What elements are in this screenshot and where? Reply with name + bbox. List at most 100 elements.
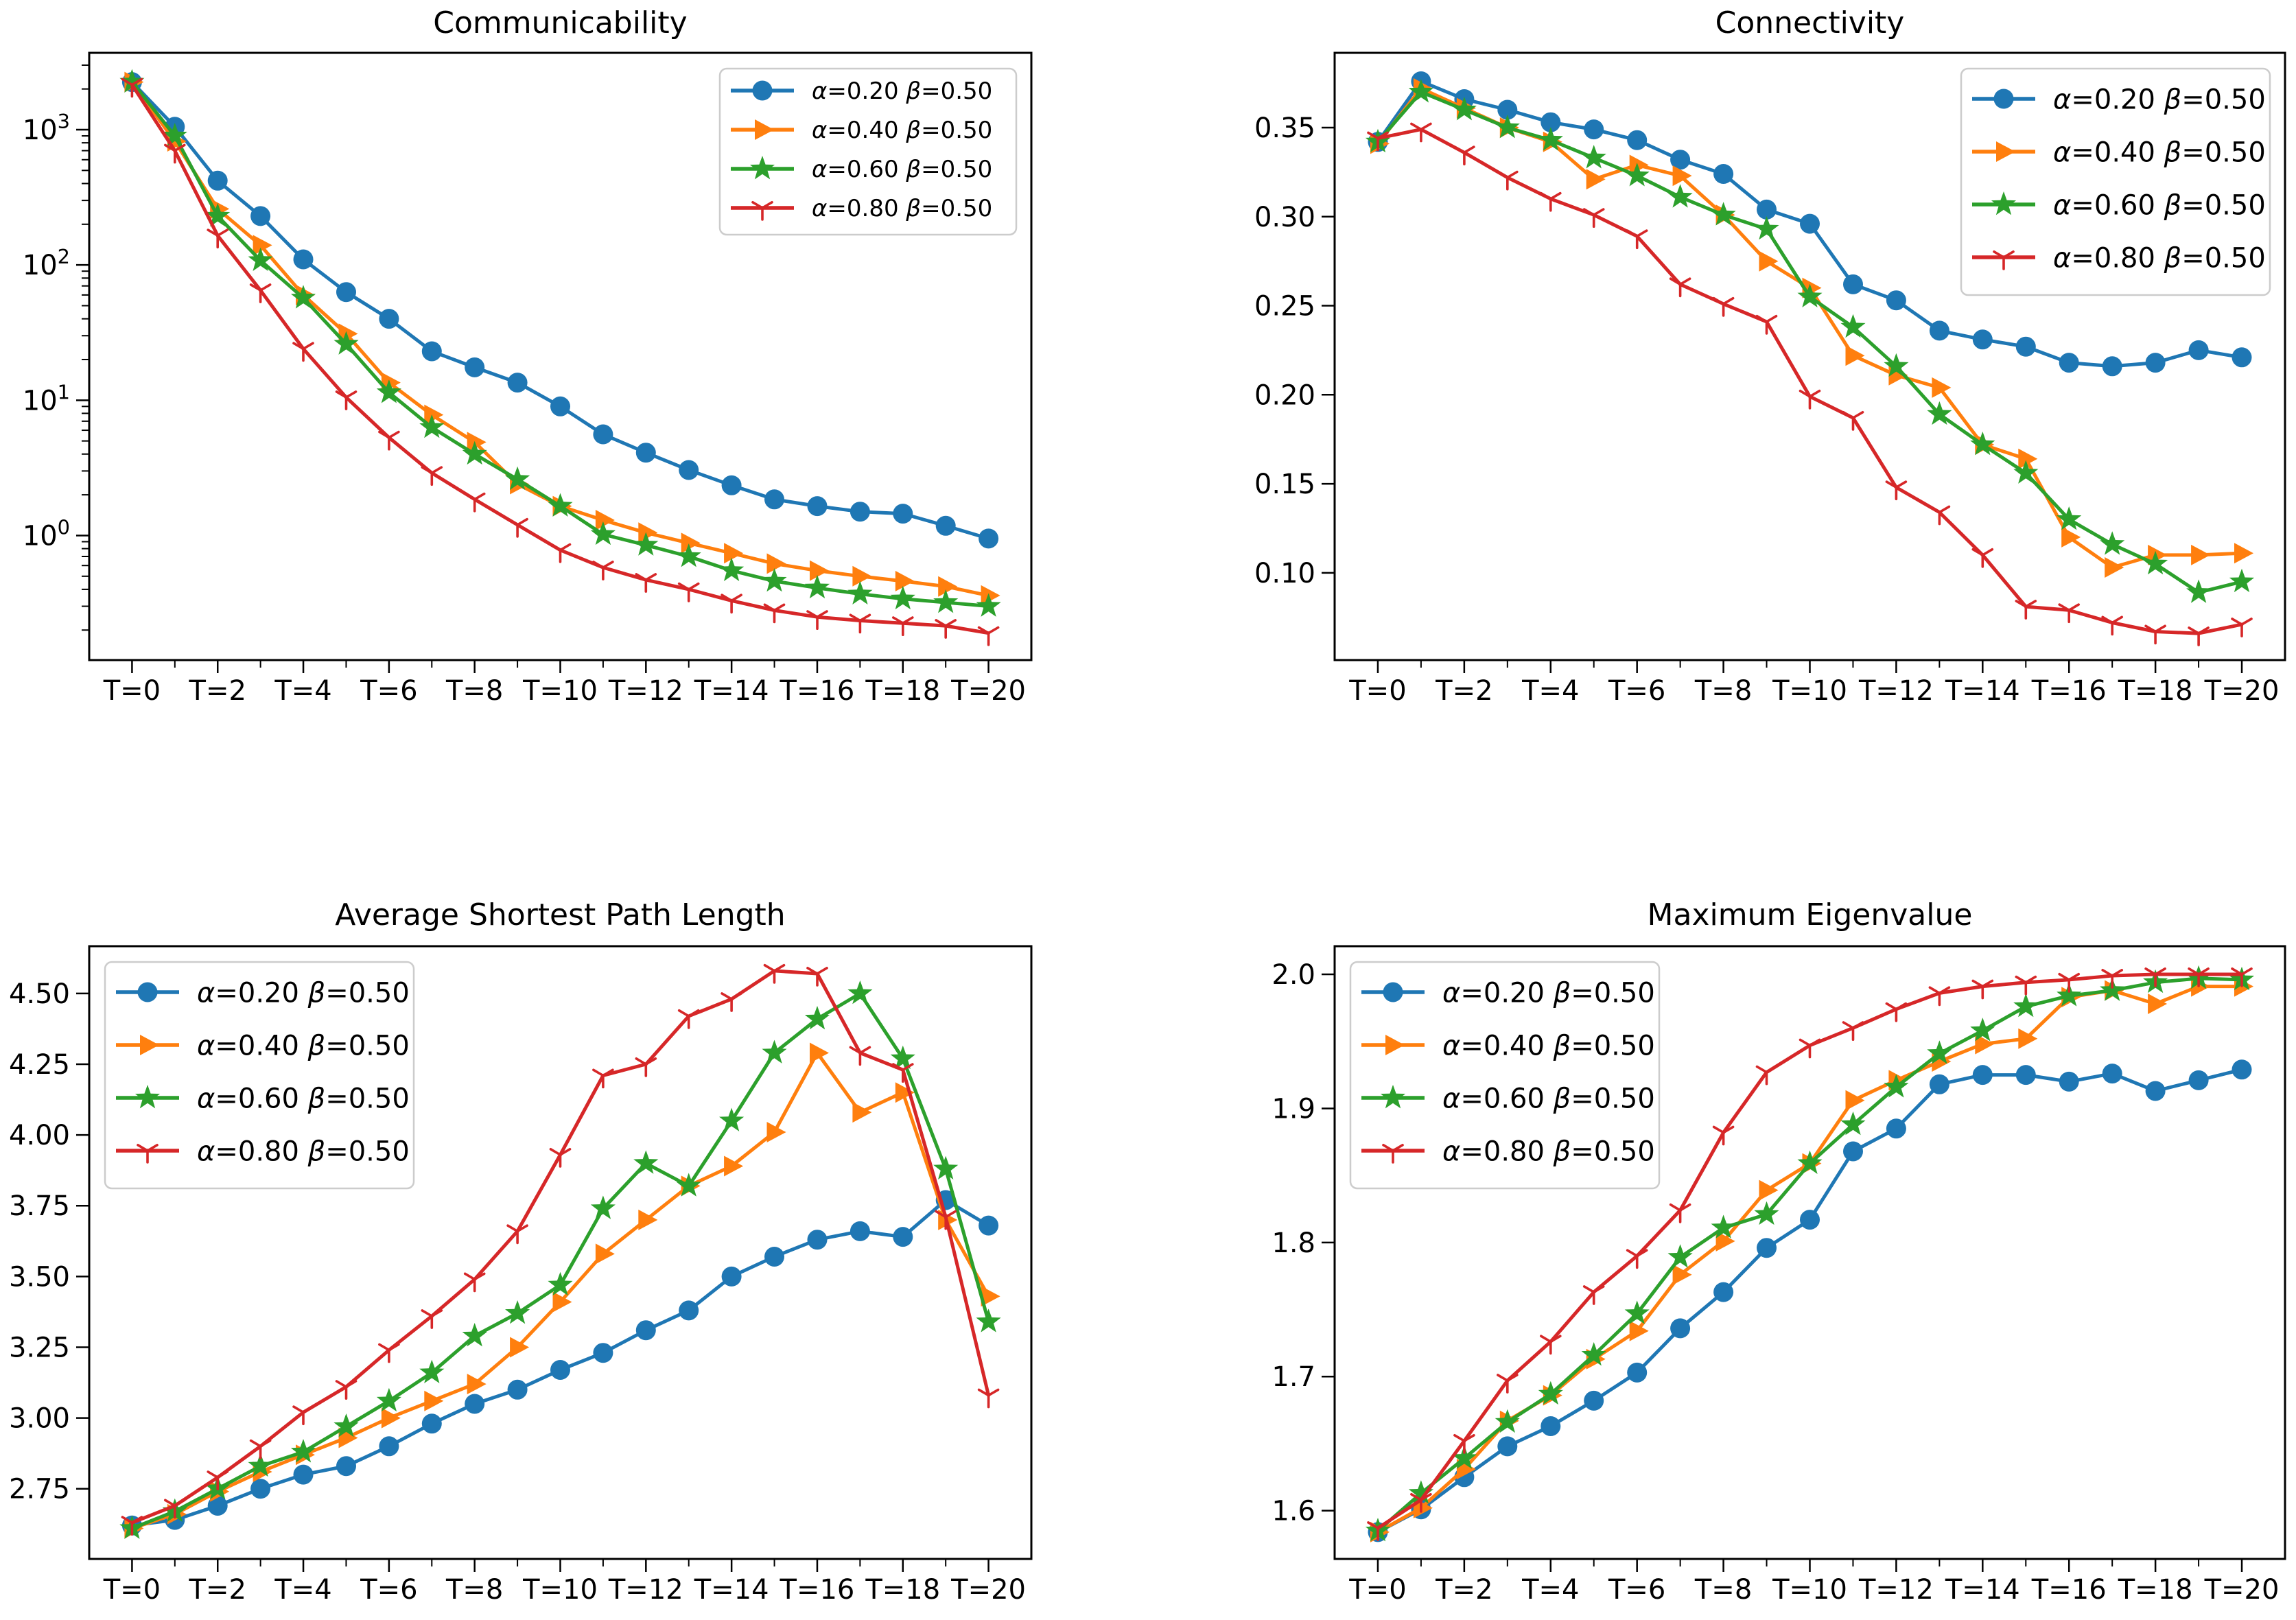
marker-tri-down bbox=[1410, 1493, 1432, 1513]
marker-tri-down bbox=[1885, 1002, 1908, 1022]
tick-label: 4.25 bbox=[9, 1049, 70, 1081]
marker-triangle-right bbox=[467, 1374, 487, 1395]
legend-entry: α=0.40 β=0.50 bbox=[1361, 1030, 1655, 1061]
marker-tri-down bbox=[121, 1516, 143, 1536]
tick-label: 4.50 bbox=[9, 978, 70, 1010]
tick-label: T=0 bbox=[103, 1574, 161, 1606]
marker-star bbox=[1970, 1018, 1995, 1042]
marker-triangle-right bbox=[852, 1102, 872, 1123]
marker-star bbox=[890, 1045, 915, 1070]
legend-label: α=0.60 β=0.50 bbox=[1442, 1083, 1655, 1114]
legend-box bbox=[104, 961, 415, 1190]
tick-label: 1.8 bbox=[1272, 1228, 1315, 1259]
marker-star bbox=[1970, 432, 1995, 456]
marker-star bbox=[1624, 1300, 1650, 1324]
marker-star bbox=[1451, 1445, 1477, 1469]
tick-label: 2.75 bbox=[9, 1474, 70, 1505]
marker-tri-down bbox=[1799, 389, 1821, 410]
legend: α=0.20 β=0.50 α=0.40 β=0.50 α=0.60 β=0.50 α… bbox=[718, 67, 1018, 236]
marker-triangle-right bbox=[724, 1155, 744, 1177]
legend-entry: α=0.60 β=0.50 bbox=[1361, 1083, 1655, 1114]
tick-label: T=0 bbox=[1348, 1574, 1406, 1606]
tick-label: T=2 bbox=[1435, 1574, 1492, 1606]
marker-tri-down bbox=[164, 143, 186, 164]
marker-star bbox=[1451, 97, 1477, 121]
tick-label: T=4 bbox=[1521, 675, 1579, 707]
marker-circle bbox=[979, 1215, 999, 1236]
marker-tri-down bbox=[721, 594, 742, 614]
marker-star bbox=[762, 1040, 787, 1064]
legend-entry: α=0.60 β=0.50 bbox=[1972, 189, 2266, 221]
marker-circle bbox=[1993, 89, 2014, 109]
marker-triangle-right bbox=[681, 532, 701, 554]
marker-circle bbox=[1929, 1074, 1949, 1094]
marker-circle bbox=[1757, 1238, 1777, 1258]
marker-tri-down bbox=[549, 543, 572, 563]
marker-tri-down bbox=[2015, 600, 2037, 620]
marker-tri-down bbox=[1367, 131, 1389, 152]
marker-star bbox=[248, 247, 273, 271]
tick-label: T=8 bbox=[1694, 1574, 1752, 1606]
marker-star bbox=[419, 414, 445, 438]
tick-label: T=16 bbox=[2031, 1574, 2107, 1606]
marker-star bbox=[976, 593, 1001, 617]
marker-tri-down bbox=[1928, 986, 1951, 1007]
marker-tri-down bbox=[549, 1148, 572, 1168]
marker-tri-down bbox=[1842, 411, 1864, 431]
marker-tri-down bbox=[1669, 277, 1691, 298]
y-axis: 1.6 1.7 1.8 1.9 2.0 bbox=[1272, 959, 1335, 1527]
marker-circle bbox=[1843, 274, 1863, 294]
marker-circle bbox=[207, 1496, 228, 1516]
marker-circle bbox=[752, 80, 773, 101]
legend-label: α=0.20 β=0.50 bbox=[197, 977, 410, 1009]
tick-label: T=10 bbox=[1772, 1574, 1847, 1606]
tick-label: T=12 bbox=[608, 675, 683, 707]
legend-label: α=0.40 β=0.50 bbox=[197, 1030, 410, 1061]
marker-triangle-right bbox=[1759, 250, 1779, 272]
marker-tri-down bbox=[137, 1144, 159, 1164]
legend-label: α=0.20 β=0.50 bbox=[2053, 84, 2266, 115]
marker-triangle-right bbox=[510, 1337, 530, 1358]
marker-star bbox=[719, 1107, 745, 1131]
marker-triangle-right bbox=[1385, 1035, 1405, 1055]
marker-tri-down bbox=[207, 1470, 229, 1490]
marker-circle bbox=[721, 475, 742, 495]
legend-box bbox=[718, 67, 1018, 236]
marker-triangle-right bbox=[1629, 154, 1649, 176]
marker-circle bbox=[2188, 340, 2209, 360]
marker-star bbox=[462, 1323, 487, 1347]
tick-label: T=4 bbox=[1521, 1574, 1579, 1606]
marker-star bbox=[590, 521, 616, 545]
marker-star bbox=[1538, 127, 1563, 151]
marker-tri-down bbox=[1540, 191, 1562, 212]
marker-star bbox=[290, 1439, 316, 1463]
marker-tri-down bbox=[1993, 250, 2015, 270]
x-axis: T=0 T=2 T=4 T=6 T=8 T=10 T=12 T=14 T=16 T=18 T=20 bbox=[103, 660, 1026, 707]
marker-circle bbox=[679, 1300, 699, 1321]
marker-star bbox=[1711, 202, 1736, 226]
tick-label: T=4 bbox=[274, 1574, 331, 1606]
marker-circle bbox=[2102, 356, 2122, 377]
marker-circle bbox=[1713, 1282, 1734, 1302]
marker-star bbox=[1667, 1244, 1693, 1268]
marker-tri-down bbox=[2058, 603, 2080, 624]
marker-tri-down bbox=[2101, 969, 2123, 989]
marker-circle bbox=[2059, 353, 2079, 373]
marker-tri-down bbox=[592, 1068, 614, 1089]
marker-star bbox=[1581, 145, 1606, 169]
legend-entry: α=0.60 β=0.50 bbox=[731, 156, 992, 183]
marker-star bbox=[1408, 1480, 1433, 1504]
marker-tri-down bbox=[335, 1380, 358, 1400]
marker-tri-down bbox=[1410, 122, 1432, 143]
marker-tri-down bbox=[164, 1499, 186, 1519]
marker-triangle-right bbox=[2148, 994, 2168, 1014]
marker-triangle-right bbox=[1715, 1230, 1735, 1252]
y-axis: 100 101 102 103 bbox=[23, 64, 89, 631]
marker-star bbox=[633, 1150, 659, 1174]
marker-circle bbox=[1383, 982, 1403, 1002]
marker-circle bbox=[1800, 1210, 1820, 1230]
marker-circle bbox=[593, 1343, 613, 1363]
marker-tri-down bbox=[1799, 1038, 1821, 1059]
marker-star bbox=[119, 69, 145, 93]
marker-circle bbox=[1929, 320, 1949, 341]
